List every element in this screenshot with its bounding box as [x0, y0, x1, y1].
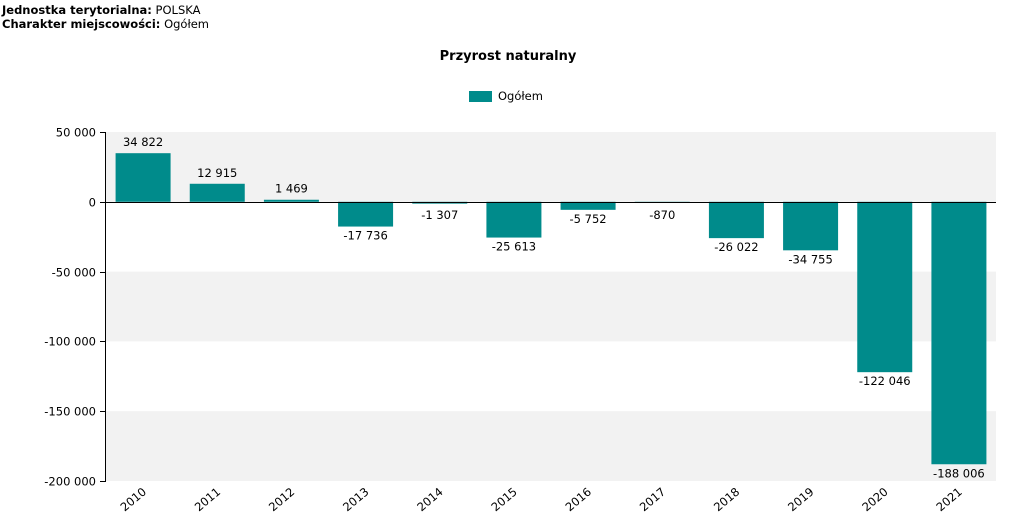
grid-bands: [106, 132, 996, 481]
bar: [783, 201, 839, 251]
x-tick-label: 2019: [785, 485, 816, 515]
locality-type-label: Charakter miejscowości:: [2, 17, 161, 31]
grid-band: [106, 271, 996, 342]
grid-band: [106, 132, 996, 202]
chart-title: Przyrost naturalny: [439, 49, 577, 64]
data-label: -26 022: [714, 240, 758, 254]
x-tick-label: 2018: [711, 485, 742, 515]
x-tick-label: 2017: [637, 485, 668, 515]
bar: [560, 201, 616, 210]
data-label: -122 046: [859, 374, 911, 388]
header-locality-type: Charakter miejscowości: Ogółem: [2, 17, 209, 31]
data-label: -17 736: [343, 229, 387, 243]
data-label: 1 469: [275, 182, 308, 196]
data-label: -1 307: [421, 208, 458, 222]
bar: [189, 183, 245, 202]
chart-legend[interactable]: Ogółem: [469, 89, 543, 103]
grid-band: [106, 411, 996, 481]
x-tick-label: 2020: [859, 485, 890, 515]
y-tick-label: -200 000: [44, 475, 96, 489]
x-tick-label: 2014: [414, 485, 445, 515]
legend-label: Ogółem: [498, 89, 543, 103]
bar: [263, 199, 319, 202]
bar: [115, 153, 171, 202]
y-axis: 50 000 0 -50 000 -100 000 -150 000 -200 000: [44, 126, 106, 489]
y-tick-label: -100 000: [44, 335, 96, 349]
y-tick-label: -150 000: [44, 405, 96, 419]
legend-swatch: [469, 90, 492, 102]
y-tick-label: 50 000: [56, 126, 96, 140]
data-label: -188 006: [933, 466, 985, 480]
x-tick-label: 2012: [266, 485, 297, 515]
territorial-unit-value: POLSKA: [155, 3, 201, 17]
x-tick-label: 2013: [340, 485, 371, 515]
bar: [857, 201, 913, 373]
header-territorial-unit: Jednostka terytorialna: POLSKA: [2, 3, 200, 17]
bar: [931, 201, 987, 465]
bars: 34 822 12 915 1 469 -17 736 -1 307 -25 613 -5 …: [115, 135, 987, 480]
data-label: -5 752: [570, 212, 607, 226]
locality-type-value: Ogółem: [164, 17, 209, 31]
data-label: -25 613: [492, 240, 536, 254]
data-label: -870: [649, 208, 675, 222]
data-label: 12 915: [197, 166, 237, 180]
bar: [486, 201, 542, 238]
x-tick-label: 2015: [488, 485, 519, 515]
x-tick-label: 2021: [933, 485, 964, 515]
x-tick-label: 2011: [192, 485, 223, 515]
y-tick-label: 0: [89, 196, 96, 210]
bar: [338, 201, 394, 227]
x-tick-label: 2010: [118, 485, 149, 515]
bar: [708, 201, 764, 239]
y-tick-label: -50 000: [52, 266, 96, 280]
data-label: -34 755: [788, 252, 832, 266]
territorial-unit-label: Jednostka terytorialna:: [2, 3, 152, 17]
x-tick-label: 2016: [563, 485, 594, 515]
data-label: 34 822: [123, 135, 163, 149]
